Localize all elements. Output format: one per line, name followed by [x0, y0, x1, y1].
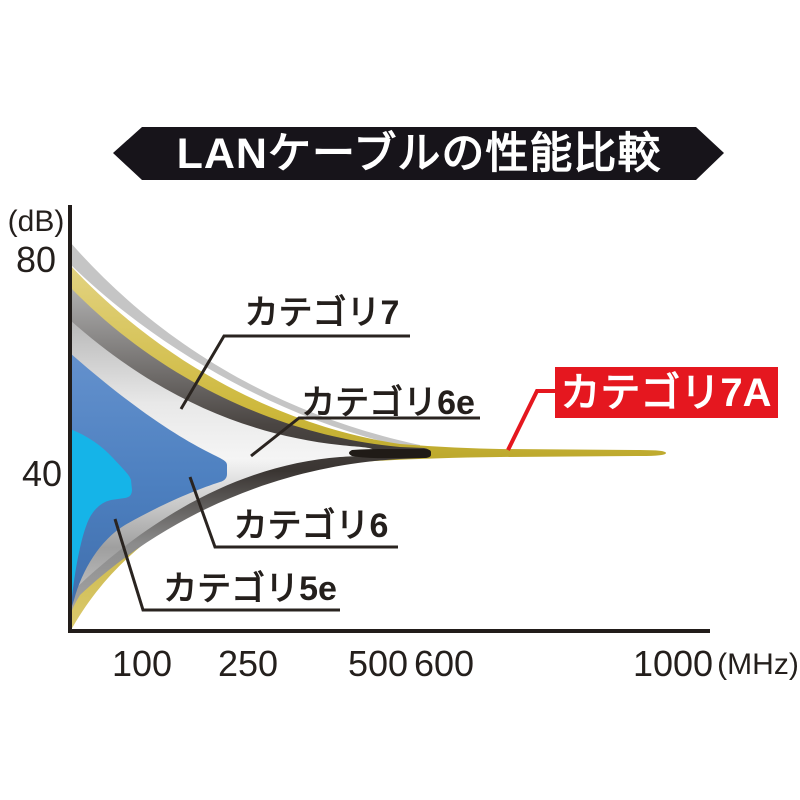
x-tick-250: 250: [218, 643, 278, 684]
x-tick-500: 500: [348, 643, 408, 684]
cat6e-horn: [70, 320, 374, 598]
y-tick-40: 40: [22, 453, 62, 494]
cat6-label: カテゴリ6: [234, 506, 389, 545]
cat7a-leader-line: [506, 389, 556, 451]
cat7-label: カテゴリ7: [245, 293, 400, 332]
cat6-leader-line: [188, 476, 398, 549]
x-tick-600: 600: [414, 643, 474, 684]
cat5e-label: カテゴリ5e: [163, 569, 337, 608]
x-tick-1000: 1000: [633, 643, 713, 684]
y-tick-80: 80: [16, 239, 56, 280]
cat6-horn: [70, 353, 227, 612]
cat5e-leader-line: [113, 518, 340, 612]
cat7-leader-line: [179, 334, 410, 410]
cat7a-badge-label: カテゴリ7A: [560, 370, 771, 415]
cat6e-leader-line: [250, 416, 480, 458]
x-axis-unit-label: (MHz): [717, 648, 799, 681]
cat5e-horn: [70, 429, 132, 632]
title-banner-ribbon: [113, 127, 724, 180]
y-axis-unit-label: (dB): [8, 205, 65, 238]
cat7a-badge: [555, 367, 778, 418]
x-tick-100: 100: [112, 643, 172, 684]
title-banner-label: LANケーブルの性能比較: [177, 129, 662, 178]
cat6e-label: カテゴリ6e: [301, 383, 475, 422]
cat7-horn-dark-core: [349, 449, 431, 459]
